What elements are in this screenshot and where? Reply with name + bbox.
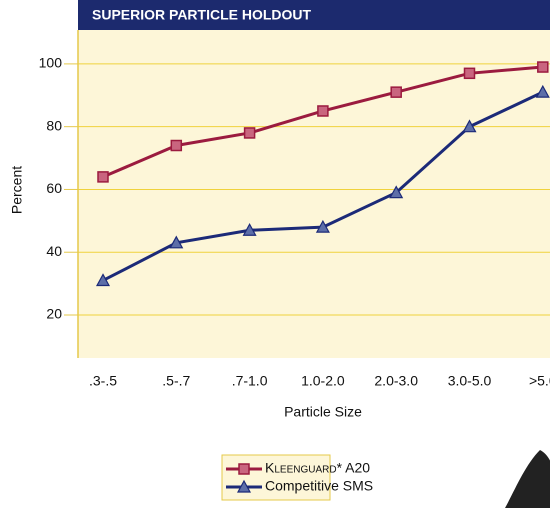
point [98, 172, 108, 182]
x-tick-label: 1.0-2.0 [301, 373, 345, 389]
x-tick-label: 3.0-5.0 [448, 373, 492, 389]
y-tick-label: 100 [39, 55, 63, 71]
point [245, 128, 255, 138]
x-tick-label: 2.0-3.0 [374, 373, 418, 389]
chart: SUPERIOR PARTICLE HOLDOUT Percent Partic… [0, 0, 550, 508]
y-axis-label: Percent [9, 166, 25, 214]
y-tick-label: 80 [46, 117, 62, 133]
point [538, 62, 548, 72]
point [171, 141, 181, 151]
y-tick-label: 60 [46, 180, 62, 196]
point [465, 68, 475, 78]
chart-title: SUPERIOR PARTICLE HOLDOUT [92, 7, 312, 23]
y-tick-label: 40 [46, 243, 62, 259]
x-tick-label: .7-1.0 [232, 373, 268, 389]
x-tick-label: .3-.5 [89, 373, 117, 389]
decoration [505, 450, 550, 508]
y-tick-label: 20 [46, 306, 62, 322]
point [239, 464, 249, 474]
legend-label: Competitive SMS [265, 478, 373, 494]
x-axis-label: Particle Size [284, 404, 362, 420]
point [391, 87, 401, 97]
x-tick-label: .5-.7 [162, 373, 190, 389]
legend-label: Kleenguard* A20 [265, 460, 370, 476]
plot-area [78, 30, 550, 358]
x-tick-label: >5.0 [529, 373, 550, 389]
point [318, 106, 328, 116]
page: {"chart_data":{"type":"line","title":"SU… [0, 0, 550, 508]
